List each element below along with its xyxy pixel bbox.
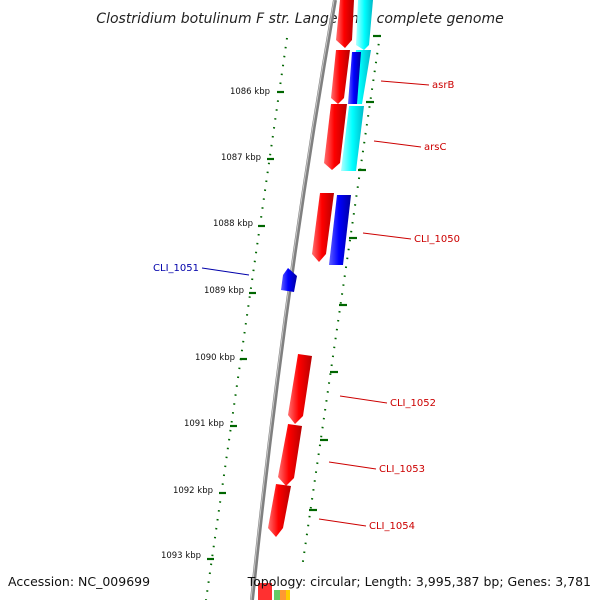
cds-feature-overlay	[341, 106, 364, 171]
gene-label-CLI-1052: CLI_1052	[390, 398, 436, 409]
accession-text: Accession: NC_009699	[8, 574, 150, 589]
gene-label-leaders	[201, 80, 430, 527]
cds-feature-reverse	[329, 195, 351, 265]
cds-feature-forward	[258, 583, 272, 600]
tick-label: 1088 kbp	[213, 219, 253, 229]
gene-label-CLI-1051: CLI_1051	[153, 263, 199, 274]
gene-label-CLI-1050: CLI_1050	[414, 234, 460, 245]
gene-label-CLI-1053: CLI_1053	[379, 464, 425, 475]
cds-feature-forward	[312, 193, 334, 262]
tick-label: 1091 kbp	[184, 419, 224, 429]
cds-feature-forward	[288, 354, 312, 424]
gene-label-asrB: asrB	[432, 80, 454, 91]
tick-label: 1089 kbp	[204, 286, 244, 296]
tick-labels: 1086 kbp 1087 kbp 1088 kbp 1089 kbp 1090…	[161, 87, 270, 561]
cds-feature-reverse	[281, 268, 297, 292]
major-ticks-inner	[207, 90, 284, 561]
overlay-cds-features	[281, 0, 373, 292]
gene-label-arsC: arsC	[424, 142, 446, 153]
tick-label: 1093 kbp	[161, 551, 201, 561]
genome-backbone-highlight	[250, 0, 335, 600]
cds-feature-forward	[336, 0, 354, 48]
cds-feature-forward	[268, 484, 291, 537]
tick-label: 1090 kbp	[195, 353, 235, 363]
map-title: Clostridium botulinum F str. Langeland, …	[96, 11, 503, 27]
tick-label: 1087 kbp	[221, 153, 261, 163]
major-ticks-outer	[309, 34, 381, 512]
gene-labels: asrB arsC CLI_1050 CLI_1051 CLI_1052 CLI…	[153, 80, 460, 532]
forward-cds-features	[258, 0, 354, 600]
tick-label: 1086 kbp	[230, 87, 270, 97]
gene-label-CLI-1054: CLI_1054	[369, 521, 415, 532]
cds-feature-overlay	[356, 0, 373, 50]
genome-backbone	[250, 0, 337, 600]
cds-feature-forward	[324, 104, 347, 170]
cds-feature-reverse	[348, 52, 361, 104]
cds-feature-forward	[278, 424, 302, 486]
bottom-feature-strip	[274, 590, 290, 600]
genome-summary-text: Topology: circular; Length: 3,995,387 bp…	[247, 574, 591, 589]
cds-feature-forward	[331, 50, 350, 104]
tick-label: 1092 kbp	[173, 486, 213, 496]
